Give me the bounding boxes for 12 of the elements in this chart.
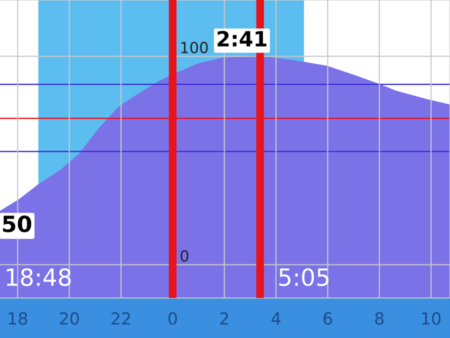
x-tick-label: 8 bbox=[375, 312, 384, 325]
x-tick-label: 2 bbox=[220, 312, 228, 325]
x-tick-label: 20 bbox=[60, 312, 79, 325]
x-tick-label: 0 bbox=[168, 312, 177, 325]
x-tick-label: 4 bbox=[272, 312, 280, 325]
x-tick-label: 18 bbox=[8, 312, 28, 325]
x-tick-label: 22 bbox=[112, 312, 130, 325]
annotation: 2:41 bbox=[218, 30, 266, 46]
x-tick-label: 10 bbox=[422, 312, 441, 325]
annotation: 50 bbox=[3, 215, 32, 232]
x-tick-label: 6 bbox=[324, 312, 332, 325]
y-tick-label: 100 bbox=[181, 42, 208, 54]
